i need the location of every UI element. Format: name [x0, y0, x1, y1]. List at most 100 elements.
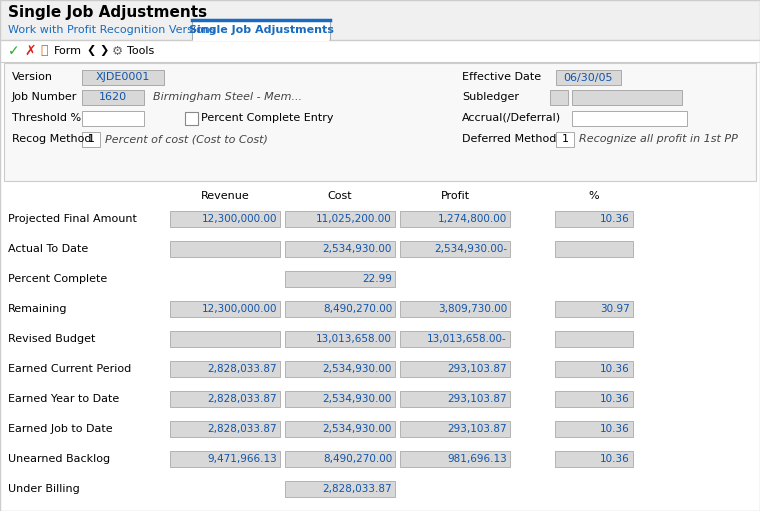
Bar — [556, 132, 574, 147]
Bar — [193, 39, 329, 41]
Bar — [572, 90, 682, 105]
Bar — [0, 40, 760, 62]
Bar — [285, 301, 395, 317]
Text: ⮐: ⮐ — [40, 44, 47, 58]
Bar — [556, 70, 621, 85]
Text: 2,534,930.00-: 2,534,930.00- — [434, 244, 507, 254]
Text: 1620: 1620 — [99, 92, 127, 103]
Text: XJDE0001: XJDE0001 — [96, 73, 150, 82]
Bar — [170, 211, 280, 227]
Text: 981,696.13: 981,696.13 — [447, 454, 507, 464]
Bar — [555, 391, 633, 407]
Bar — [555, 211, 633, 227]
Bar — [550, 90, 568, 105]
Bar — [285, 391, 395, 407]
Bar — [170, 451, 280, 467]
Text: Version: Version — [12, 72, 53, 82]
Bar — [185, 112, 198, 125]
Text: Deferred Method: Deferred Method — [462, 134, 556, 144]
Text: 13,013,658.00: 13,013,658.00 — [316, 334, 392, 344]
Text: Unearned Backlog: Unearned Backlog — [8, 454, 110, 464]
Text: Threshold %: Threshold % — [12, 113, 81, 123]
Text: Form: Form — [54, 46, 82, 56]
Bar — [285, 451, 395, 467]
Text: Work with Profit Recognition Versions: Work with Profit Recognition Versions — [8, 25, 216, 35]
Text: 10.36: 10.36 — [600, 394, 630, 404]
Text: 293,103.87: 293,103.87 — [448, 394, 507, 404]
Text: 293,103.87: 293,103.87 — [448, 424, 507, 434]
Text: Single Job Adjustments: Single Job Adjustments — [8, 6, 207, 20]
Text: 12,300,000.00: 12,300,000.00 — [201, 304, 277, 314]
Text: Earned Year to Date: Earned Year to Date — [8, 394, 119, 404]
Text: Single Job Adjustments: Single Job Adjustments — [188, 25, 334, 35]
Text: 06/30/05: 06/30/05 — [564, 73, 613, 82]
Bar — [285, 361, 395, 377]
Text: ❮: ❮ — [86, 45, 95, 57]
Text: Projected Final Amount: Projected Final Amount — [8, 214, 137, 224]
Bar — [285, 331, 395, 347]
Text: 1,274,800.00: 1,274,800.00 — [438, 214, 507, 224]
Bar — [555, 301, 633, 317]
Bar — [285, 271, 395, 287]
Text: Job Number: Job Number — [12, 92, 78, 102]
Text: 3,809,730.00: 3,809,730.00 — [438, 304, 507, 314]
Text: Profit: Profit — [441, 191, 470, 201]
Bar — [170, 301, 280, 317]
Bar — [170, 361, 280, 377]
Bar — [170, 421, 280, 437]
Text: 1: 1 — [562, 134, 568, 144]
Bar — [400, 361, 510, 377]
Bar — [400, 241, 510, 257]
Text: Actual To Date: Actual To Date — [8, 244, 88, 254]
Text: 2,534,930.00: 2,534,930.00 — [323, 394, 392, 404]
Text: 8,490,270.00: 8,490,270.00 — [323, 304, 392, 314]
Bar — [82, 70, 164, 85]
Text: %: % — [589, 191, 600, 201]
Text: Earned Current Period: Earned Current Period — [8, 364, 131, 374]
Bar — [555, 421, 633, 437]
Text: 2,828,033.87: 2,828,033.87 — [207, 424, 277, 434]
Text: 9,471,966.13: 9,471,966.13 — [207, 454, 277, 464]
Text: Tools: Tools — [127, 46, 154, 56]
Text: Remaining: Remaining — [8, 304, 68, 314]
Bar — [0, 0, 760, 20]
Text: 2,534,930.00: 2,534,930.00 — [323, 244, 392, 254]
Text: Percent of cost (Cost to Cost): Percent of cost (Cost to Cost) — [105, 134, 268, 144]
Bar — [170, 391, 280, 407]
Text: 11,025,200.00: 11,025,200.00 — [316, 214, 392, 224]
Bar — [555, 361, 633, 377]
Bar — [572, 111, 687, 126]
Text: Under Billing: Under Billing — [8, 484, 80, 494]
Bar — [400, 331, 510, 347]
Bar — [400, 301, 510, 317]
Text: ✗: ✗ — [24, 44, 36, 58]
Text: Birmingham Steel - Mem...: Birmingham Steel - Mem... — [153, 92, 302, 102]
Bar — [170, 241, 280, 257]
Bar — [555, 331, 633, 347]
Text: Percent Complete Entry: Percent Complete Entry — [201, 113, 334, 123]
Text: Subledger: Subledger — [462, 92, 519, 102]
Text: 10.36: 10.36 — [600, 364, 630, 374]
Bar — [285, 481, 395, 497]
Bar — [555, 451, 633, 467]
Text: 293,103.87: 293,103.87 — [448, 364, 507, 374]
Text: 22.99: 22.99 — [362, 274, 392, 284]
Bar — [4, 63, 756, 181]
Bar — [285, 421, 395, 437]
Bar — [400, 451, 510, 467]
Text: Earned Job to Date: Earned Job to Date — [8, 424, 112, 434]
Text: Percent Complete: Percent Complete — [8, 274, 107, 284]
Text: 12,300,000.00: 12,300,000.00 — [201, 214, 277, 224]
Text: 2,534,930.00: 2,534,930.00 — [323, 424, 392, 434]
Text: Accrual(/Deferral): Accrual(/Deferral) — [462, 113, 561, 123]
Text: 2,828,033.87: 2,828,033.87 — [207, 364, 277, 374]
Text: 10.36: 10.36 — [600, 214, 630, 224]
Text: Revenue: Revenue — [201, 191, 249, 201]
Text: Revised Budget: Revised Budget — [8, 334, 95, 344]
Text: Cost: Cost — [328, 191, 353, 201]
Text: 1: 1 — [87, 134, 94, 144]
Bar — [285, 241, 395, 257]
Text: ⚙: ⚙ — [112, 44, 123, 58]
Bar — [400, 211, 510, 227]
Text: ❯: ❯ — [99, 45, 109, 57]
